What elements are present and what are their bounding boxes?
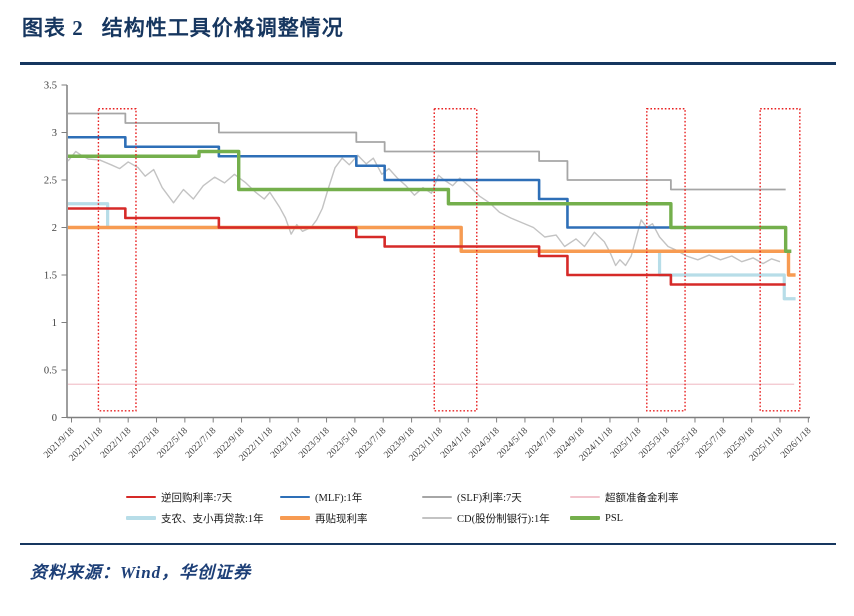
y-tick-label: 0 [52, 413, 57, 424]
y-tick-label: 1 [52, 318, 57, 329]
legend-label: CD(股份制银行):1年 [457, 513, 550, 525]
y-tick-label: 1.5 [44, 271, 57, 282]
ncd1y-line-icon [422, 517, 452, 519]
y-tick-label: 3.5 [44, 81, 57, 92]
legend-label: PSL [605, 512, 624, 524]
highlight-box [97, 108, 137, 412]
highlight-box [646, 108, 686, 412]
y-tick-label: 2 [52, 223, 57, 234]
legend-label: 再贴现利率 [315, 513, 368, 525]
mlf1y-line-icon [280, 495, 310, 499]
legend-item-omo7d: 逆回购利率:7天 [126, 491, 233, 504]
highlight-box [759, 108, 801, 412]
highlight-box [433, 108, 478, 412]
x-tick-label: 2026/1/18 [779, 426, 813, 460]
legend-label: 逆回购利率:7天 [161, 492, 233, 504]
source-note: 资料来源：Wind，华创证券 [30, 563, 252, 582]
y-tick-label: 3 [52, 128, 57, 139]
series-line-mlf1y [68, 135, 671, 229]
legend-item-psl: PSL [570, 512, 623, 524]
legend-item-ncd1y: CD(股份制银行):1年 [422, 512, 550, 525]
omo7d-line-icon [126, 495, 156, 499]
relending-line-icon [126, 516, 156, 520]
series-line-omo7d [68, 207, 786, 286]
y-tick-label: 0.5 [44, 366, 57, 377]
figure-number: 图表 2 [22, 16, 84, 40]
series-line-ncd1y [67, 150, 781, 267]
legend-item-slf7d: (SLF)利率:7天 [422, 491, 522, 504]
legend-item-mlf1y: (MLF):1年 [280, 491, 363, 504]
rediscount-line-icon [280, 516, 310, 520]
series-line-rediscount [68, 225, 796, 277]
legend-label: 超额准备金利率 [605, 492, 679, 504]
excess-reserve-line-icon [570, 496, 600, 498]
slf7d-line-icon [422, 496, 452, 498]
title-underline [20, 62, 836, 65]
legend-label: (MLF):1年 [315, 492, 363, 504]
figure-title-text: 结构性工具价格调整情况 [101, 16, 344, 40]
series-line-psl [68, 149, 792, 253]
psl-line-icon [570, 516, 600, 520]
y-tick-label: 2.5 [44, 176, 57, 187]
legend-item-rediscount: 再贴现利率 [280, 512, 368, 525]
legend-label: (SLF)利率:7天 [457, 492, 522, 504]
legend-item-relending: 支农、支小再贷款:1年 [126, 512, 264, 525]
bottom-divider [20, 543, 836, 545]
series-line-slf7d [68, 112, 786, 191]
legend-label: 支农、支小再贷款:1年 [161, 513, 264, 525]
page-title: 图表 2 结构性工具价格调整情况 [22, 12, 344, 42]
legend-item-excess-reserve: 超额准备金利率 [570, 491, 679, 504]
